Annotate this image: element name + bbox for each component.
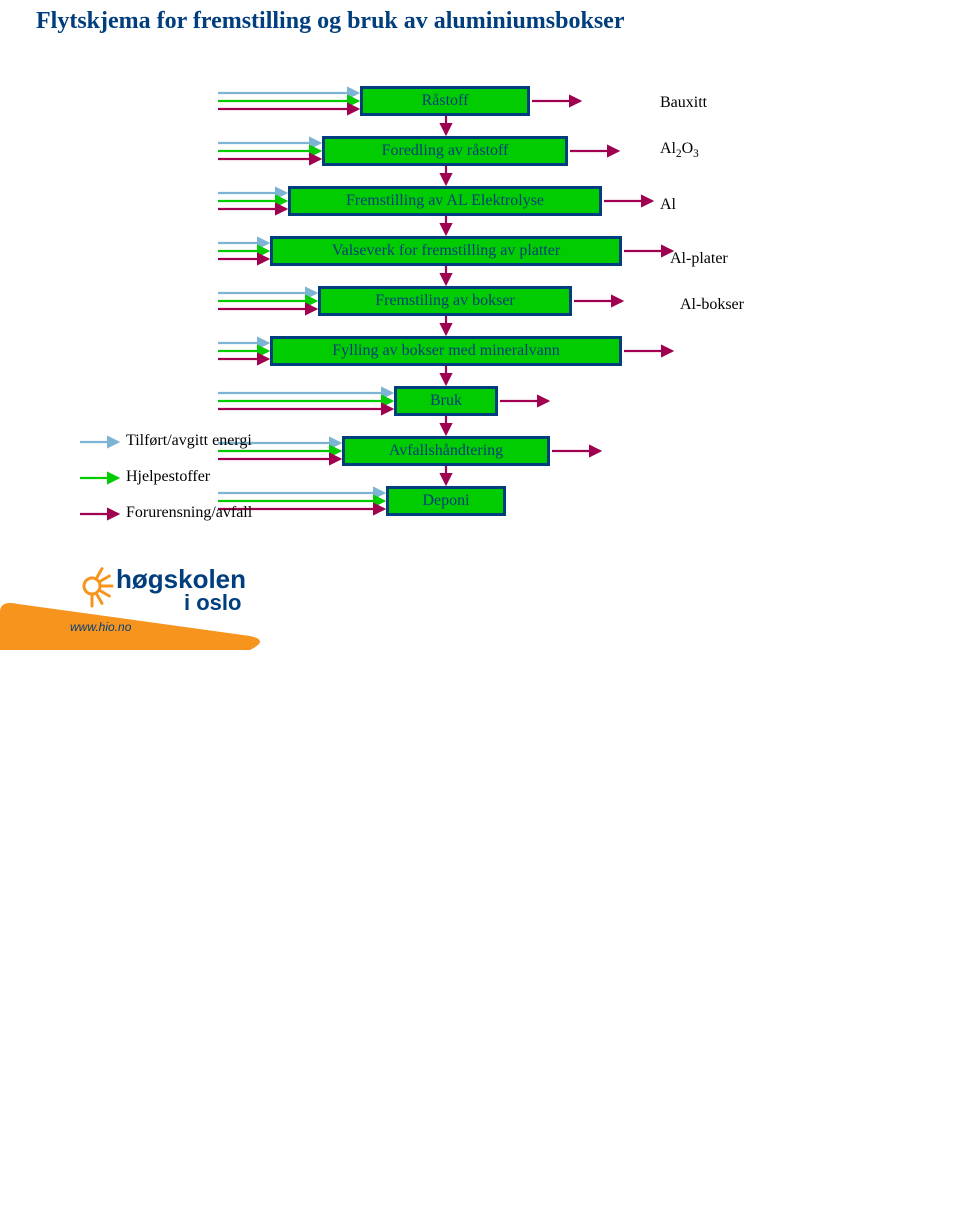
diagram-stage: Flytskjema for fremstilling og bruk av a… — [0, 0, 960, 650]
process-avfall: Avfallshåndtering — [342, 436, 550, 466]
process-foredl: Foredling av råstoff — [322, 136, 568, 166]
process-label: Råstoff — [422, 92, 469, 110]
process-rastoff: Råstoff — [360, 86, 530, 116]
process-deponi: Deponi — [386, 486, 506, 516]
process-label: Valseverk for fremstilling av platter — [332, 242, 560, 260]
footer-url: www.hio.no — [70, 620, 131, 634]
output-label: Bauxitt — [660, 94, 707, 112]
output-label: Al2O3 — [660, 140, 699, 160]
legend-item: Tilført/avgitt energi — [126, 432, 252, 450]
process-label: Fremstiling av bokser — [375, 292, 515, 310]
process-valsev: Valseverk for fremstilling av platter — [270, 236, 622, 266]
svg-text:i oslo: i oslo — [184, 590, 241, 615]
output-label: Al-bokser — [680, 296, 744, 314]
legend-item: Forurensning/avfall — [126, 504, 252, 522]
legend-item: Hjelpestoffer — [126, 468, 210, 486]
output-label: Al-plater — [670, 250, 728, 268]
process-label: Avfallshåndtering — [389, 442, 503, 460]
process-label: Deponi — [422, 492, 469, 510]
process-fylling: Fylling av bokser med mineralvann — [270, 336, 622, 366]
process-label: Bruk — [430, 392, 462, 410]
process-label: Fremstilling av AL Elektrolyse — [346, 192, 544, 210]
process-label: Foredling av råstoff — [382, 142, 509, 160]
process-elektro: Fremstilling av AL Elektrolyse — [288, 186, 602, 216]
output-label: Al — [660, 196, 676, 214]
process-bruk: Bruk — [394, 386, 498, 416]
process-label: Fylling av bokser med mineralvann — [332, 342, 560, 360]
process-fremb: Fremstiling av bokser — [318, 286, 572, 316]
